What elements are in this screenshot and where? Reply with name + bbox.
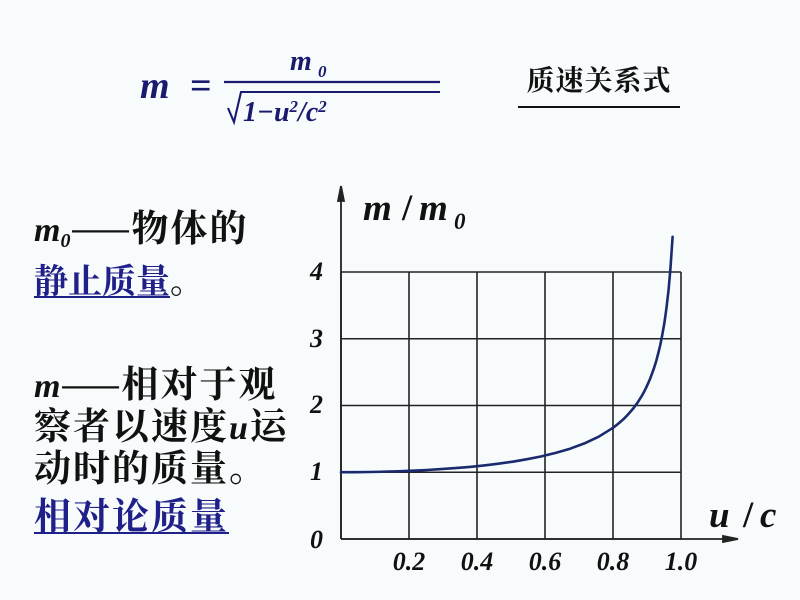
svg-text:/: / bbox=[742, 495, 754, 536]
svg-text:u: u bbox=[709, 495, 730, 536]
svg-text:1: 1 bbox=[310, 457, 323, 486]
svg-text:c: c bbox=[760, 495, 776, 536]
svg-text:1.0: 1.0 bbox=[665, 547, 698, 576]
svg-text:2: 2 bbox=[309, 390, 323, 419]
svg-text:4: 4 bbox=[309, 257, 323, 286]
svg-text:m: m bbox=[419, 188, 448, 229]
svg-text:0.4: 0.4 bbox=[461, 547, 494, 576]
svg-text:m: m bbox=[363, 188, 392, 229]
svg-text:0.8: 0.8 bbox=[597, 547, 630, 576]
svg-text:0.6: 0.6 bbox=[529, 547, 562, 576]
svg-text:0: 0 bbox=[310, 525, 323, 554]
svg-text:0.2: 0.2 bbox=[393, 547, 426, 576]
svg-text:/: / bbox=[401, 188, 413, 229]
svg-text:0: 0 bbox=[454, 209, 466, 234]
svg-text:3: 3 bbox=[309, 324, 323, 353]
